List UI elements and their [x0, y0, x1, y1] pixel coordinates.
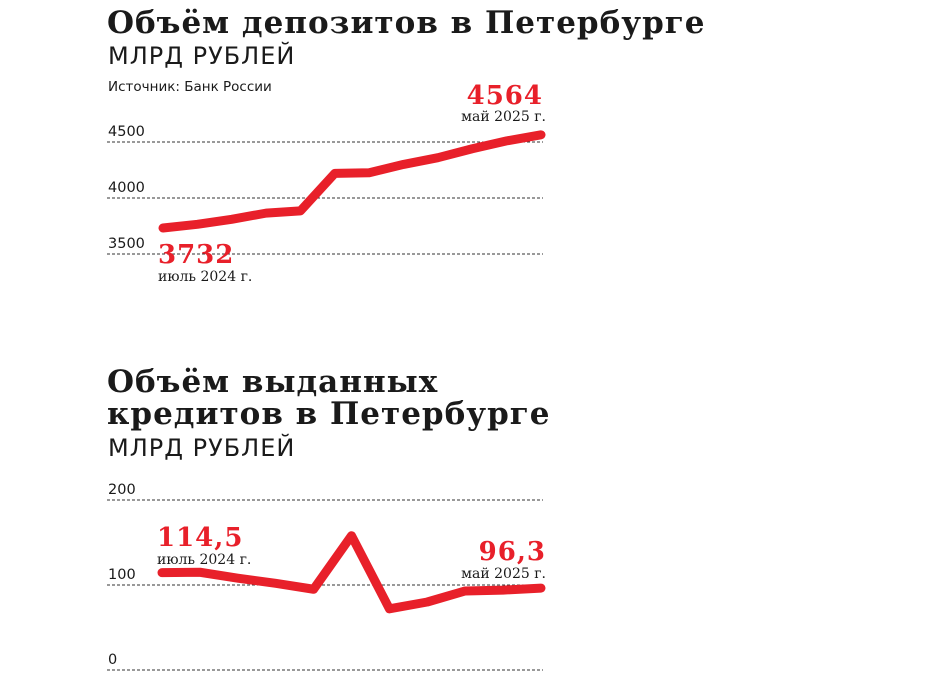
y-tick-label: 0: [108, 652, 117, 668]
chart1-source: Источник: Банк России: [108, 79, 272, 95]
series-line: [158, 130, 546, 233]
callout-date: июль 2024 г.: [157, 552, 251, 568]
chart2-subtitle: МЛРД РУБЛЕЙ: [108, 434, 296, 462]
y-tick-label: 4000: [108, 180, 145, 196]
chart1-title: Объём депозитов в Петербурге: [107, 5, 706, 41]
callout-value: 3732: [158, 240, 234, 270]
y-tick-label: 4500: [108, 124, 145, 140]
callout-date: июль 2024 г.: [158, 269, 252, 285]
callout-value: 96,3: [479, 537, 546, 567]
callout-value: 4564: [467, 81, 543, 111]
callout-date: май 2025 г.: [461, 109, 546, 125]
chart2-title-line2: кредитов в Петербурге: [107, 396, 551, 432]
callout-date: май 2025 г.: [461, 566, 546, 582]
callout-value: 114,5: [157, 523, 243, 553]
y-tick-label: 100: [108, 567, 136, 583]
y-tick-label: 200: [108, 482, 136, 498]
chart1-subtitle: МЛРД РУБЛЕЙ: [108, 42, 296, 70]
y-tick-label: 3500: [108, 236, 145, 252]
chart2-title-line1: Объём выданных: [107, 364, 439, 400]
